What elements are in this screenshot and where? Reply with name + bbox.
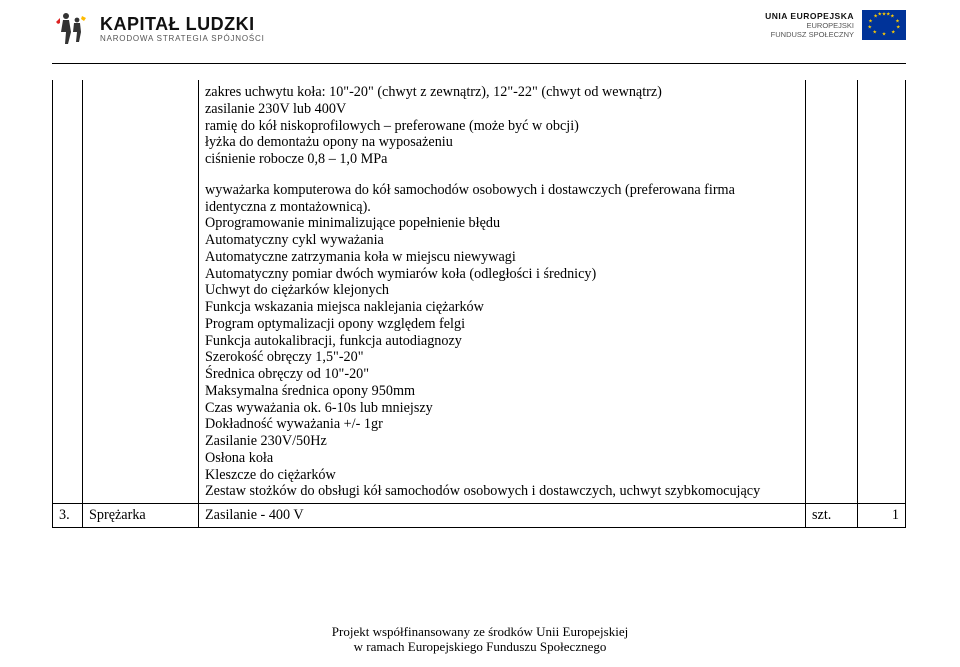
spec-line: Czas wyważania ok. 6-10s lub mniejszy — [205, 400, 799, 417]
spec-line: Oprogramowanie minimalizujące popełnieni… — [205, 215, 799, 232]
logo-subtitle: NARODOWA STRATEGIA SPÓJNOŚCI — [100, 35, 265, 43]
logo-title: KAPITAŁ LUDZKI — [100, 15, 265, 33]
cell-no: 3. — [53, 504, 83, 528]
spec-line: Automatyczne zatrzymania koła w miejscu … — [205, 249, 799, 266]
spec-table: zakres uchwytu koła: 10"-20" (chwyt z ze… — [52, 80, 906, 528]
spec-line: Szerokość obręczy 1,5"-20" — [205, 349, 799, 366]
spec-line: Funkcja autokalibracji, funkcja autodiag… — [205, 333, 799, 350]
eu-line2: EUROPEJSKI — [765, 21, 854, 30]
cell-no — [53, 81, 83, 504]
spec-line: Osłona koła — [205, 450, 799, 467]
cell-unit — [806, 81, 858, 504]
cell-qty: 1 — [858, 504, 906, 528]
header-rule — [52, 63, 906, 64]
spec-line: ramię do kół niskoprofilowych – preferow… — [205, 118, 799, 135]
page-footer: Projekt współfinansowany ze środków Unii… — [0, 624, 960, 655]
spec-line: wyważarka komputerowa do kół samochodów … — [205, 182, 799, 216]
eu-line3: FUNDUSZ SPOŁECZNY — [765, 30, 854, 39]
spec-line: Dokładność wyważania +/- 1gr — [205, 416, 799, 433]
cell-name — [83, 81, 199, 504]
footer-line2: w ramach Europejskiego Funduszu Społeczn… — [0, 639, 960, 655]
spec-line: Funkcja wskazania miejsca naklejania cię… — [205, 299, 799, 316]
cell-qty — [858, 81, 906, 504]
page-header: KAPITAŁ LUDZKI NARODOWA STRATEGIA SPÓJNO… — [0, 0, 960, 74]
spec-line: Program optymalizacji opony względem fel… — [205, 316, 799, 333]
cell-spec: Zasilanie - 400 V — [199, 504, 806, 528]
spec-line: Zasilanie 230V/50Hz — [205, 433, 799, 450]
spec-line: Średnica obręczy od 10"-20" — [205, 366, 799, 383]
spec-line: zasilanie 230V lub 400V — [205, 101, 799, 118]
spec-line: łyżka do demontażu opony na wyposażeniu — [205, 134, 799, 151]
spec-line: Kleszcze do ciężarków — [205, 467, 799, 484]
kapital-ludzki-icon — [52, 10, 90, 48]
eu-line1: UNIA EUROPEJSKA — [765, 11, 854, 21]
table-row: 3. Sprężarka Zasilanie - 400 V szt. 1 — [53, 504, 906, 528]
cell-spec: zakres uchwytu koła: 10"-20" (chwyt z ze… — [199, 81, 806, 504]
eu-flag-icon: ★ ★ ★ ★ ★ ★ ★ ★ ★ ★ ★ ★ — [862, 10, 906, 40]
spec-line: Maksymalna średnica opony 950mm — [205, 383, 799, 400]
spec-line: Automatyczny cykl wyważania — [205, 232, 799, 249]
spec-line: Zestaw stożków do obsługi kół samochodów… — [205, 483, 799, 500]
logo-eu: UNIA EUROPEJSKA EUROPEJSKI FUNDUSZ SPOŁE… — [765, 10, 906, 40]
logo-kapital-ludzki: KAPITAŁ LUDZKI NARODOWA STRATEGIA SPÓJNO… — [52, 10, 265, 48]
spec-line: Automatyczny pomiar dwóch wymiarów koła … — [205, 266, 799, 283]
spec-line: Uchwyt do ciężarków klejonych — [205, 282, 799, 299]
spec-line: ciśnienie robocze 0,8 – 1,0 MPa — [205, 151, 799, 168]
spec-table-wrap: zakres uchwytu koła: 10"-20" (chwyt z ze… — [52, 80, 906, 528]
spec-line: zakres uchwytu koła: 10"-20" (chwyt z ze… — [205, 84, 799, 101]
footer-line1: Projekt współfinansowany ze środków Unii… — [0, 624, 960, 640]
cell-unit: szt. — [806, 504, 858, 528]
table-row: zakres uchwytu koła: 10"-20" (chwyt z ze… — [53, 81, 906, 504]
cell-name: Sprężarka — [83, 504, 199, 528]
